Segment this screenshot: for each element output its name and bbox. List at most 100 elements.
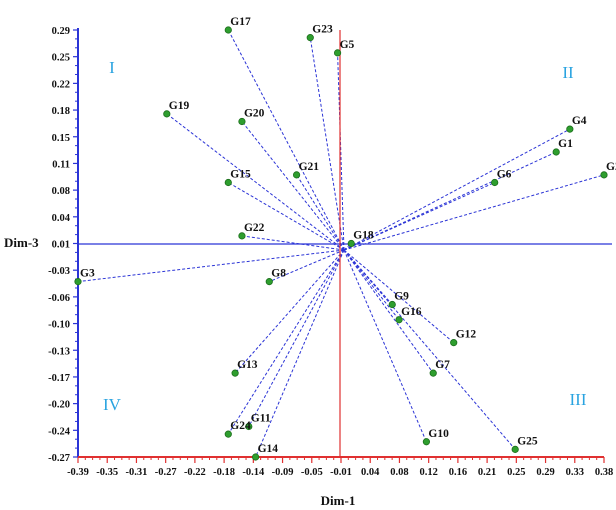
y-tick-label: -0.06	[48, 293, 70, 304]
vector-g22	[241, 235, 345, 251]
x-tick-label: 0.25	[507, 467, 525, 478]
x-tick-label: 0.08	[390, 467, 408, 478]
point-label-g8: G8	[271, 268, 286, 280]
point-g5	[333, 49, 342, 57]
point-g15	[224, 178, 232, 187]
x-tick-label: 0.04	[361, 467, 380, 478]
x-tick-label: -0.18	[213, 467, 235, 478]
x-tick-label: -0.22	[184, 467, 206, 478]
point-label-g16: G16	[401, 306, 422, 318]
point-label-g7: G7	[435, 359, 450, 371]
vector-g20	[241, 121, 345, 251]
point-label-g23: G23	[312, 24, 333, 36]
point-g4	[566, 125, 574, 133]
tick-labels: -0.39 -0.35 -0.31 -0.27 -0.22 -0.18 -0.14 -0.09…	[48, 26, 613, 478]
vector-g15	[228, 182, 345, 251]
x-tick-label: -0.01	[330, 467, 352, 478]
y-tick-label: -0.13	[48, 346, 70, 357]
vector-g16	[343, 249, 400, 321]
vector-g13	[234, 249, 345, 374]
point-g10	[422, 438, 430, 446]
point-g23	[306, 34, 314, 42]
x-tick-label: 0.33	[566, 467, 584, 478]
point-label-g14: G14	[258, 443, 279, 455]
x-tick-label: -0.05	[301, 467, 323, 478]
vector-g11	[248, 249, 345, 427]
y-tick-label: -0.24	[48, 426, 71, 437]
point-label-g20: G20	[244, 108, 265, 120]
vector-g14	[255, 249, 345, 458]
x-tick-label: 0.12	[419, 467, 437, 478]
point-label-g21: G21	[299, 161, 320, 173]
point-label-g19: G19	[169, 100, 190, 112]
point-g25	[511, 445, 519, 453]
point-g7	[429, 369, 437, 377]
vector-g19	[166, 113, 345, 251]
axes	[73, 28, 612, 463]
vector-g10	[343, 249, 427, 442]
vector-g8	[269, 249, 345, 283]
vector-g4	[343, 128, 571, 251]
point-g21	[292, 171, 301, 179]
y-tick-label: 0.04	[52, 213, 71, 224]
vector-g17	[227, 29, 345, 251]
y-tick-label: 0.18	[52, 106, 70, 117]
point-label-g12: G12	[456, 329, 477, 341]
y-tick-label: -0.17	[48, 373, 70, 384]
vector-g25	[343, 249, 516, 450]
point-g18	[347, 239, 355, 248]
vector-g5	[337, 52, 345, 251]
y-tick-label: 0.25	[52, 53, 70, 64]
y-tick-label: 0.08	[52, 186, 70, 197]
y-tick-label: -0.27	[48, 453, 70, 464]
point-label-g1: G1	[558, 138, 573, 150]
y-tick-label: -0.20	[48, 400, 70, 411]
quadrant-label-iv: IV	[103, 395, 122, 414]
point-g2	[600, 171, 608, 179]
x-tick-label: -0.31	[126, 467, 148, 478]
point-g16	[395, 316, 403, 324]
point-g6	[491, 178, 499, 187]
quadrant-label-i: I	[109, 58, 115, 77]
point-g24	[224, 430, 232, 438]
x-tick-label: -0.39	[67, 467, 89, 478]
y-axis-title: Dim-3	[4, 235, 39, 250]
point-label-g13: G13	[237, 359, 258, 371]
point-g8	[265, 278, 273, 286]
point-g20	[238, 117, 246, 126]
point-g17	[224, 26, 232, 34]
y-tick-label: -0.03	[48, 266, 70, 277]
vector-g21	[296, 174, 345, 251]
point-g19	[163, 110, 171, 118]
x-tick-label: -0.14	[242, 467, 265, 478]
point-label-g15: G15	[230, 169, 251, 181]
point-label-g10: G10	[428, 428, 449, 440]
point-g13	[231, 369, 239, 377]
y-tick-label: 0.11	[52, 159, 70, 170]
x-tick-label: -0.35	[96, 467, 118, 478]
x-tick-label: 0.21	[478, 467, 496, 478]
y-tick-label: 0.22	[52, 79, 70, 90]
vector-g24	[227, 249, 345, 435]
point-label-g22: G22	[244, 222, 265, 234]
vector-g2	[343, 174, 605, 251]
y-tick-label: -0.10	[48, 320, 70, 331]
point-label-g11: G11	[251, 413, 271, 425]
vector-g7	[343, 249, 434, 374]
x-tick-label: -0.09	[272, 467, 294, 478]
point-g22	[238, 232, 246, 240]
point-label-g17: G17	[230, 16, 251, 28]
point-g14	[252, 453, 260, 461]
point-g1	[552, 148, 560, 156]
x-tick-label: 0.38	[595, 467, 613, 478]
x-tick-label: 0.29	[536, 467, 554, 478]
vector-g3	[77, 249, 345, 283]
point-label-g6: G6	[497, 169, 512, 181]
y-tick-label: 0.01	[52, 240, 70, 251]
y-tick-label: 0.15	[52, 133, 70, 144]
x-tick-label: 0.16	[449, 467, 467, 478]
point-g11	[245, 422, 253, 431]
quadrant-label-iii: III	[570, 390, 587, 409]
